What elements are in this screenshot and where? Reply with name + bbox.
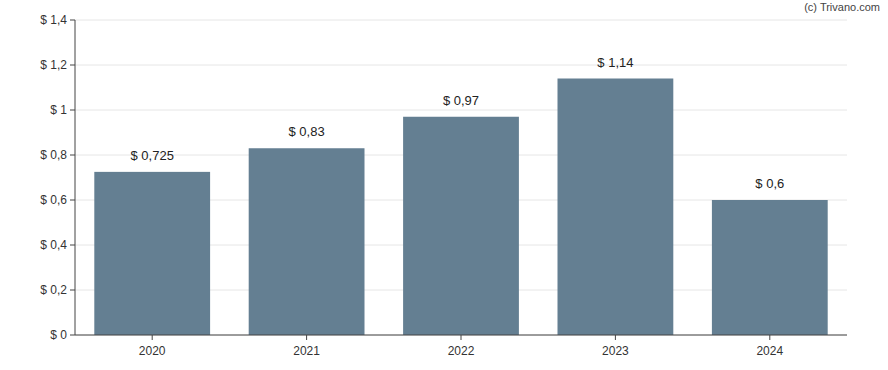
bar: [712, 200, 828, 335]
y-tick-label: $ 1,4: [40, 13, 67, 27]
grid-line: [75, 20, 847, 21]
y-tick: [70, 155, 75, 156]
x-tick: [615, 335, 616, 340]
y-tick-label: $ 0,4: [40, 238, 67, 252]
y-tick: [70, 20, 75, 21]
y-tick-label: $ 0,8: [40, 148, 67, 162]
y-tick-label: $ 0: [50, 328, 67, 342]
x-tick: [461, 335, 462, 340]
x-tick: [769, 335, 770, 340]
data-label: $ 0,97: [443, 93, 479, 108]
grid-line: [75, 65, 847, 66]
y-tick-label: $ 1: [50, 103, 67, 117]
y-tick: [70, 290, 75, 291]
chart: $ 0 $ 0,2 $ 0,4 $ 0,6 $ 0,8 $ 1 $ 1,2 $ 1,4 2020…: [0, 0, 888, 370]
bar: [94, 172, 210, 335]
x-tick: [152, 335, 153, 340]
bar: [558, 79, 674, 336]
x-tick-label: 2024: [756, 344, 783, 358]
y-tick: [70, 200, 75, 201]
x-tick-label: 2021: [293, 344, 320, 358]
data-label: $ 1,14: [597, 55, 633, 70]
annotation: (c) Trivano.com: [804, 1, 880, 13]
x-tick-label: 2022: [448, 344, 475, 358]
y-tick: [70, 110, 75, 111]
data-label: $ 0,725: [131, 148, 174, 163]
bar: [249, 148, 365, 335]
bars: [94, 79, 827, 336]
y-tick-label: $ 0,2: [40, 283, 67, 297]
data-label: $ 0,83: [289, 124, 325, 139]
y-tick: [70, 65, 75, 66]
y-tick-label: $ 1,2: [40, 58, 67, 72]
x-tick: [306, 335, 307, 340]
grid-line: [75, 110, 847, 111]
bar: [403, 117, 519, 335]
x-tick-label: 2023: [602, 344, 629, 358]
y-tick-label: $ 0,6: [40, 193, 67, 207]
x-tick-label: 2020: [139, 344, 166, 358]
y-tick: [70, 245, 75, 246]
y-tick: [70, 335, 75, 336]
data-label: $ 0,6: [755, 176, 784, 191]
y-axis: [75, 20, 76, 335]
